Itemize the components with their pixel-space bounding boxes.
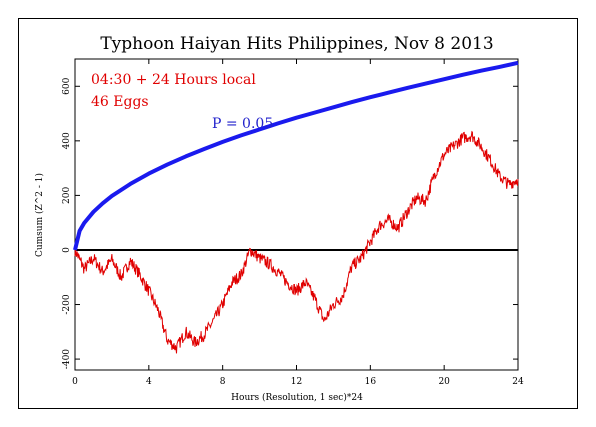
y-tick-label: 400 bbox=[62, 132, 72, 149]
x-tick-label: 24 bbox=[512, 377, 524, 387]
annotation-egg-count: 46 Eggs bbox=[91, 94, 149, 110]
x-tick-label: 0 bbox=[72, 377, 78, 387]
y-tick-label: 200 bbox=[62, 187, 72, 204]
series-line-cumsum bbox=[74, 130, 519, 354]
series-layer bbox=[73, 60, 519, 354]
annotation-p-value: P = 0.05 bbox=[212, 116, 273, 132]
x-tick-label: 8 bbox=[220, 377, 226, 387]
y-tick-label: -400 bbox=[62, 349, 72, 369]
x-axis-label: Hours (Resolution, 1 sec)*24 bbox=[231, 392, 363, 403]
chart-frame bbox=[18, 18, 578, 409]
x-tick-label: 16 bbox=[365, 377, 377, 387]
annotation-time-window: 04:30 + 24 Hours local bbox=[91, 72, 256, 88]
y-tick-label: 0 bbox=[62, 247, 72, 253]
series-line-p05 bbox=[73, 60, 519, 251]
x-tick-label: 20 bbox=[438, 377, 450, 387]
chart-title: Typhoon Haiyan Hits Philippines, Nov 8 2… bbox=[100, 34, 493, 54]
y-tick-label: 600 bbox=[62, 77, 72, 94]
x-tick-label: 12 bbox=[291, 377, 302, 387]
y-axis-label: Cumsum (Z^2 - 1) bbox=[34, 173, 45, 257]
y-tick-label: -200 bbox=[62, 294, 72, 314]
y-axis-ticks: -400 -200 0 200 400 600 bbox=[62, 77, 518, 369]
x-axis-ticks: 0 4 8 12 16 20 24 bbox=[72, 59, 524, 387]
x-tick-label: 4 bbox=[146, 377, 152, 387]
